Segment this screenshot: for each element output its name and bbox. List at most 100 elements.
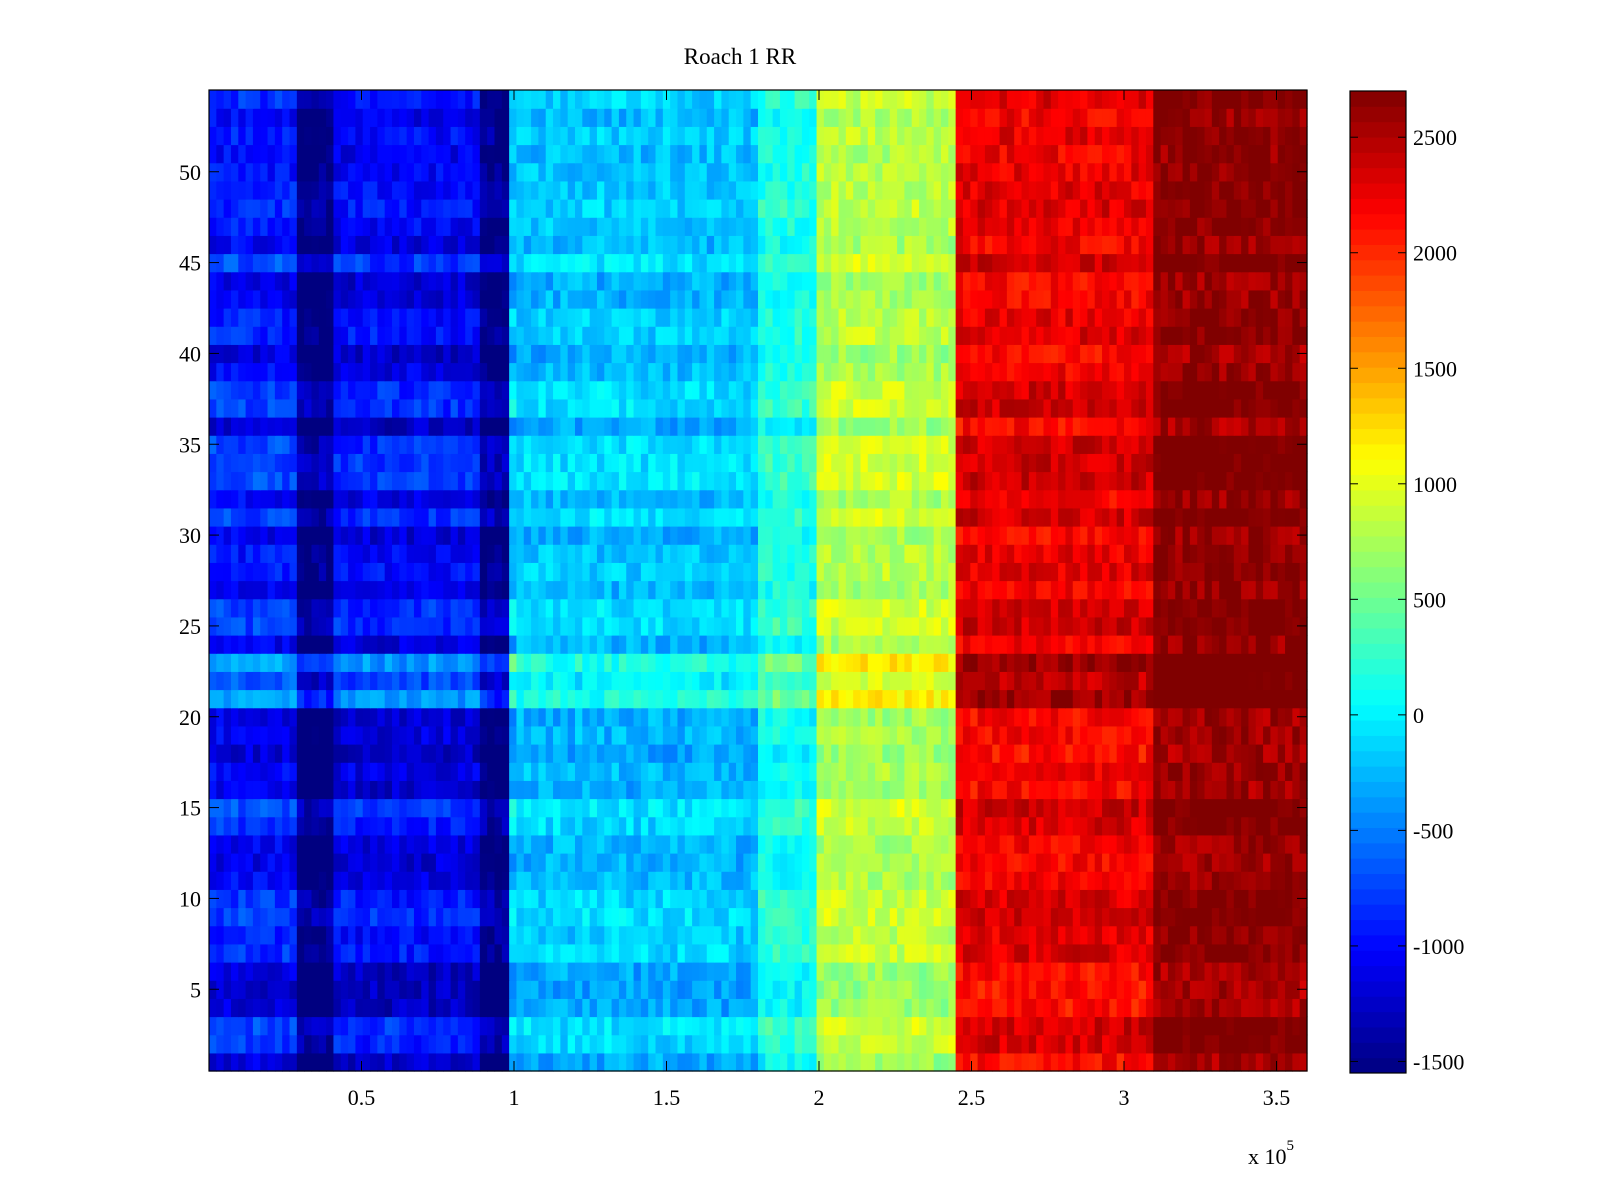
heatmap-cell — [721, 653, 730, 672]
heatmap-cell — [223, 580, 232, 600]
heatmap-cell — [831, 925, 840, 945]
heatmap-cell — [501, 471, 510, 491]
heatmap-cell — [867, 907, 876, 927]
heatmap-cell — [252, 834, 261, 854]
heatmap-cell — [941, 580, 949, 600]
heatmap-cell — [252, 544, 261, 563]
heatmap-cell — [889, 871, 898, 890]
heatmap-cell — [318, 853, 327, 872]
heatmap-cell — [560, 725, 569, 745]
heatmap-cell — [355, 962, 364, 981]
heatmap-cell — [765, 725, 774, 745]
heatmap-cell — [919, 853, 927, 872]
heatmap-cell — [970, 871, 979, 890]
heatmap-cell — [1138, 1052, 1147, 1072]
heatmap-cell — [684, 962, 693, 981]
heatmap-cell — [1014, 762, 1023, 781]
heatmap-cell — [538, 943, 547, 963]
heatmap-cell — [794, 635, 803, 654]
heatmap-cell — [545, 453, 554, 473]
heatmap-cell — [1043, 598, 1052, 618]
heatmap-cell — [626, 653, 635, 672]
heatmap-cell — [706, 580, 715, 600]
heatmap-cell — [377, 671, 386, 691]
heatmap-cell — [553, 526, 561, 545]
heatmap-cell — [435, 544, 444, 563]
heatmap-cell — [794, 889, 803, 909]
heatmap-cell — [501, 798, 510, 818]
heatmap-cell — [1292, 798, 1301, 818]
heatmap-cell — [794, 707, 803, 727]
heatmap-cell — [904, 780, 913, 800]
heatmap-cell — [1285, 689, 1293, 709]
heatmap-cell — [1204, 671, 1213, 691]
heatmap-cell — [1182, 507, 1191, 527]
heatmap-cell — [1277, 689, 1286, 709]
heatmap-cell — [692, 580, 701, 600]
heatmap-cell — [1175, 762, 1184, 781]
heatmap-cell — [362, 889, 371, 909]
heatmap-cell — [714, 962, 722, 981]
heatmap-cell — [1175, 526, 1184, 545]
heatmap-cell — [230, 816, 239, 836]
heatmap-cell — [238, 1016, 247, 1036]
heatmap-cell — [370, 798, 378, 818]
heatmap-cell — [1036, 889, 1045, 909]
heatmap-cell — [304, 562, 313, 582]
heatmap-cell — [728, 507, 737, 527]
heatmap-cell — [1094, 780, 1103, 800]
heatmap-cell — [443, 689, 452, 709]
heatmap-cell — [933, 598, 942, 618]
heatmap-cell — [633, 780, 642, 800]
heatmap-cell — [596, 471, 605, 491]
heatmap-cell — [1058, 580, 1067, 600]
heatmap-cell — [487, 816, 496, 836]
heatmap-cell — [1116, 980, 1125, 999]
heatmap-cell — [333, 762, 342, 781]
heatmap-cell — [545, 925, 554, 945]
heatmap-cell — [926, 871, 935, 890]
heatmap-cell — [1299, 925, 1308, 945]
heatmap-cell — [340, 471, 349, 491]
heatmap-cell — [1021, 526, 1030, 545]
heatmap-cell — [845, 725, 854, 745]
heatmap-cell — [1255, 780, 1264, 800]
heatmap-cell — [809, 507, 818, 527]
heatmap-cell — [1263, 725, 1271, 745]
heatmap-cell — [355, 780, 364, 800]
heatmap-cell — [1116, 544, 1125, 563]
heatmap-cell — [274, 616, 283, 636]
heatmap-cell — [633, 762, 642, 781]
heatmap-cell — [1116, 853, 1125, 872]
heatmap-cell — [392, 744, 400, 763]
heatmap-cell — [1248, 980, 1257, 999]
heatmap-cell — [765, 598, 774, 618]
heatmap-cell — [962, 798, 971, 818]
heatmap-cell — [992, 526, 1001, 545]
heatmap-cell — [450, 707, 459, 727]
heatmap-cell — [392, 780, 400, 800]
heatmap-cell — [1065, 507, 1074, 527]
heatmap-cell — [1226, 562, 1235, 582]
heatmap-cell — [867, 471, 876, 491]
heatmap-cell — [1299, 1034, 1308, 1054]
heatmap-cell — [1036, 943, 1045, 963]
heatmap-cell — [1160, 816, 1169, 836]
heatmap-cell — [399, 689, 408, 709]
heatmap-cell — [1219, 489, 1228, 509]
heatmap-cell — [1116, 943, 1125, 963]
heatmap-cell — [1087, 1034, 1096, 1054]
heatmap-cell — [1219, 707, 1228, 727]
heatmap-cell — [413, 526, 422, 545]
heatmap-cell — [531, 925, 539, 945]
heatmap-cell — [765, 853, 774, 872]
heatmap-cell — [245, 671, 254, 691]
heatmap-cell — [428, 998, 437, 1018]
heatmap-cell — [1131, 671, 1140, 691]
heatmap-cell — [435, 671, 444, 691]
heatmap-cell — [545, 907, 554, 927]
heatmap-cell — [575, 671, 583, 691]
heatmap-cell — [340, 834, 349, 854]
heatmap-cell — [714, 489, 722, 509]
heatmap-cell — [882, 998, 891, 1018]
